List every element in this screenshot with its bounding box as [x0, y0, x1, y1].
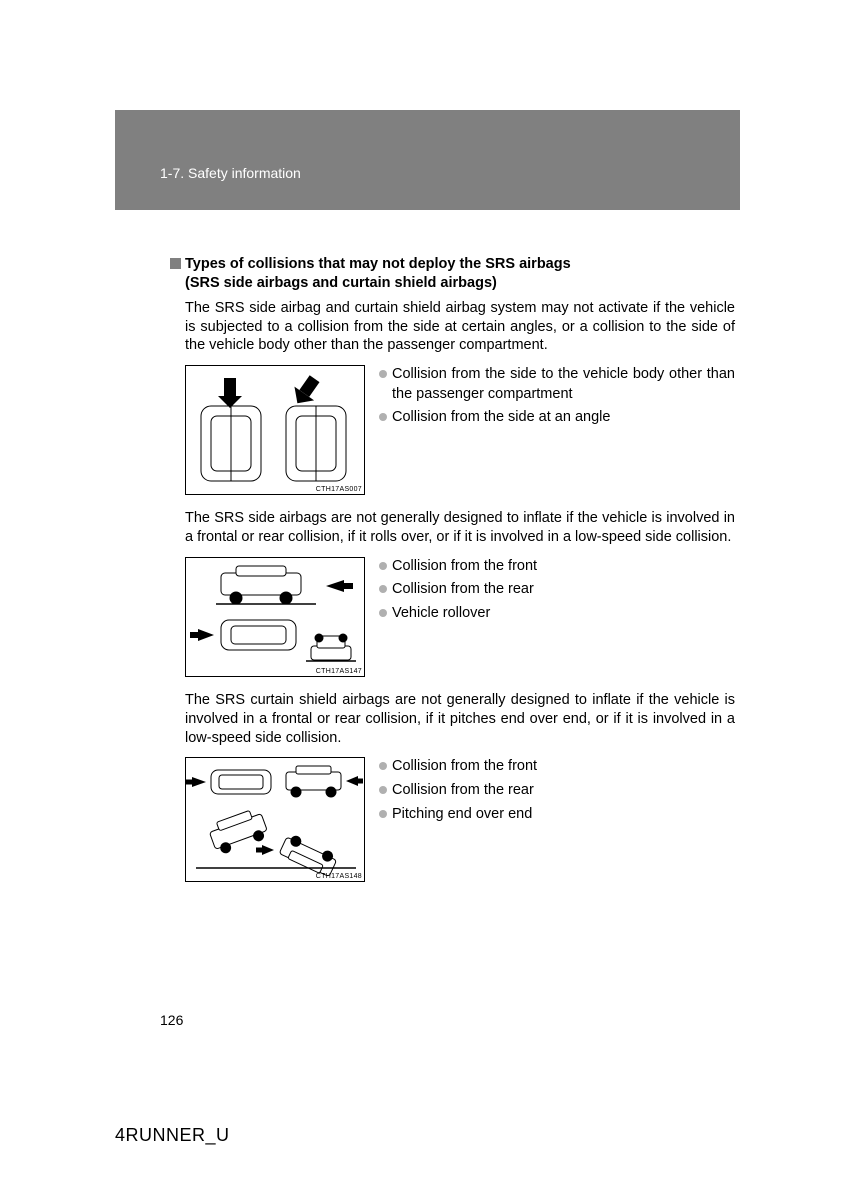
bullet-dot-icon [379, 786, 387, 794]
figure-2-illustration [186, 558, 364, 676]
footer-model: 4RUNNER_U [115, 1125, 230, 1146]
bullet-text: Collision from the front [392, 757, 735, 777]
bullet-item: Collision from the front [379, 757, 735, 777]
block-1: CTH17AS007 Collision from the side to th… [185, 365, 735, 495]
block-1-bullets: Collision from the side to the vehicle b… [379, 365, 735, 495]
bullet-text: Collision from the side at an angle [392, 408, 735, 428]
bullet-dot-icon [379, 585, 387, 593]
heading-square-bullet-icon [170, 258, 181, 269]
figure-3-caption: CTH17AS148 [316, 873, 362, 880]
bullet-item: Collision from the front [379, 557, 735, 577]
intro-paragraph: The SRS side airbag and curtain shield a… [185, 299, 735, 356]
paragraph-3: The SRS curtain shield airbags are not g… [185, 691, 735, 748]
bullet-item: Pitching end over end [379, 805, 735, 825]
figure-1-caption: CTH17AS007 [316, 486, 362, 493]
bullet-text: Collision from the side to the vehicle b… [392, 365, 735, 404]
heading-line-1: Types of collisions that may not deploy … [185, 256, 571, 272]
bullet-text: Collision from the front [392, 557, 735, 577]
figure-2-caption: CTH17AS147 [316, 668, 362, 675]
bullet-text: Pitching end over end [392, 805, 735, 825]
paragraph-2: The SRS side airbags are not generally d… [185, 509, 735, 547]
bullet-text: Vehicle rollover [392, 604, 735, 624]
page-number: 126 [160, 1012, 183, 1028]
figure-1: CTH17AS007 [185, 365, 365, 495]
bullet-text: Collision from the rear [392, 580, 735, 600]
figure-2: CTH17AS147 [185, 557, 365, 677]
bullet-dot-icon [379, 810, 387, 818]
bullet-item: Collision from the rear [379, 580, 735, 600]
bullet-dot-icon [379, 370, 387, 378]
bullet-item: Collision from the rear [379, 781, 735, 801]
bullet-dot-icon [379, 762, 387, 770]
section-header-bar: 1-7. Safety information [115, 110, 740, 210]
page-content: Types of collisions that may not deploy … [170, 255, 735, 896]
block-3: CTH17AS148 Collision from the front Coll… [185, 757, 735, 882]
bullet-dot-icon [379, 413, 387, 421]
figure-1-illustration [186, 366, 364, 494]
bullet-item: Vehicle rollover [379, 604, 735, 624]
block-2-bullets: Collision from the front Collision from … [379, 557, 735, 677]
heading-line-2: (SRS side airbags and curtain shield air… [185, 275, 497, 291]
bullet-text: Collision from the rear [392, 781, 735, 801]
bullet-item: Collision from the side at an angle [379, 408, 735, 428]
block-3-bullets: Collision from the front Collision from … [379, 757, 735, 882]
figure-3: CTH17AS148 [185, 757, 365, 882]
bullet-dot-icon [379, 609, 387, 617]
heading-text: Types of collisions that may not deploy … [185, 255, 571, 293]
bullet-dot-icon [379, 562, 387, 570]
section-header-text: 1-7. Safety information [160, 165, 740, 181]
heading-row: Types of collisions that may not deploy … [170, 255, 735, 293]
bullet-item: Collision from the side to the vehicle b… [379, 365, 735, 404]
figure-3-illustration [186, 758, 364, 881]
block-2: CTH17AS147 Collision from the front Coll… [185, 557, 735, 677]
